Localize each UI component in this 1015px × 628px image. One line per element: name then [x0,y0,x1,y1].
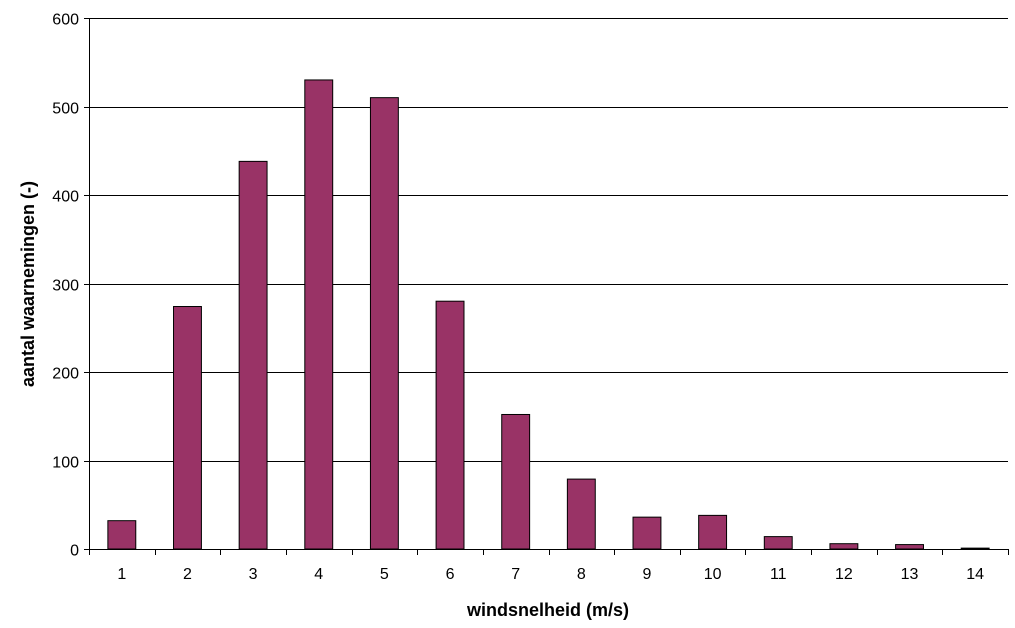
x-tick-label: 11 [770,566,787,583]
y-tick-label: 300 [52,278,79,295]
x-tick-label: 12 [835,566,853,583]
bar [763,536,793,550]
bar [698,514,728,550]
x-tick-label: 10 [704,566,722,583]
y-tick-label: 200 [52,366,79,383]
bar [632,516,662,550]
x-tick-label: 13 [901,566,919,583]
bar [829,543,859,550]
x-tick-label: 1 [117,566,126,583]
y-tick-label: 100 [52,455,79,472]
y-tick-label: 500 [52,101,79,118]
bar [107,520,137,550]
y-tick-label: 0 [70,543,79,560]
x-tick-label: 8 [577,566,586,583]
bar [238,160,268,550]
x-tick-label: 9 [643,566,652,583]
y-tick-labels: 0 100 200 300 400 500 600 [52,12,79,560]
bar [960,547,990,550]
x-tick-labels: 1 2 3 4 5 6 7 8 9 10 11 12 13 14 [117,566,984,583]
x-tick-label: 7 [511,566,520,583]
x-axis-title: windsnelheid (m/s) [466,600,629,620]
bar [304,79,334,550]
x-tick-label: 2 [183,566,192,583]
x-tick-label: 5 [380,566,389,583]
x-tick-label: 3 [249,566,258,583]
bar [435,300,465,550]
y-axis-title: aantal waarnemingen (-) [18,181,38,387]
bar [895,544,924,550]
gridlines [89,18,1008,462]
y-tick-label: 600 [52,12,79,29]
x-tick-label: 14 [966,566,984,583]
bar [566,478,596,550]
bars [107,79,990,550]
y-tick-label: 400 [52,189,79,206]
x-tick-label: 4 [314,566,323,583]
bar [501,413,531,550]
bar [173,306,202,550]
x-tick-label: 6 [446,566,455,583]
bar [369,97,399,550]
axes [84,18,1009,555]
